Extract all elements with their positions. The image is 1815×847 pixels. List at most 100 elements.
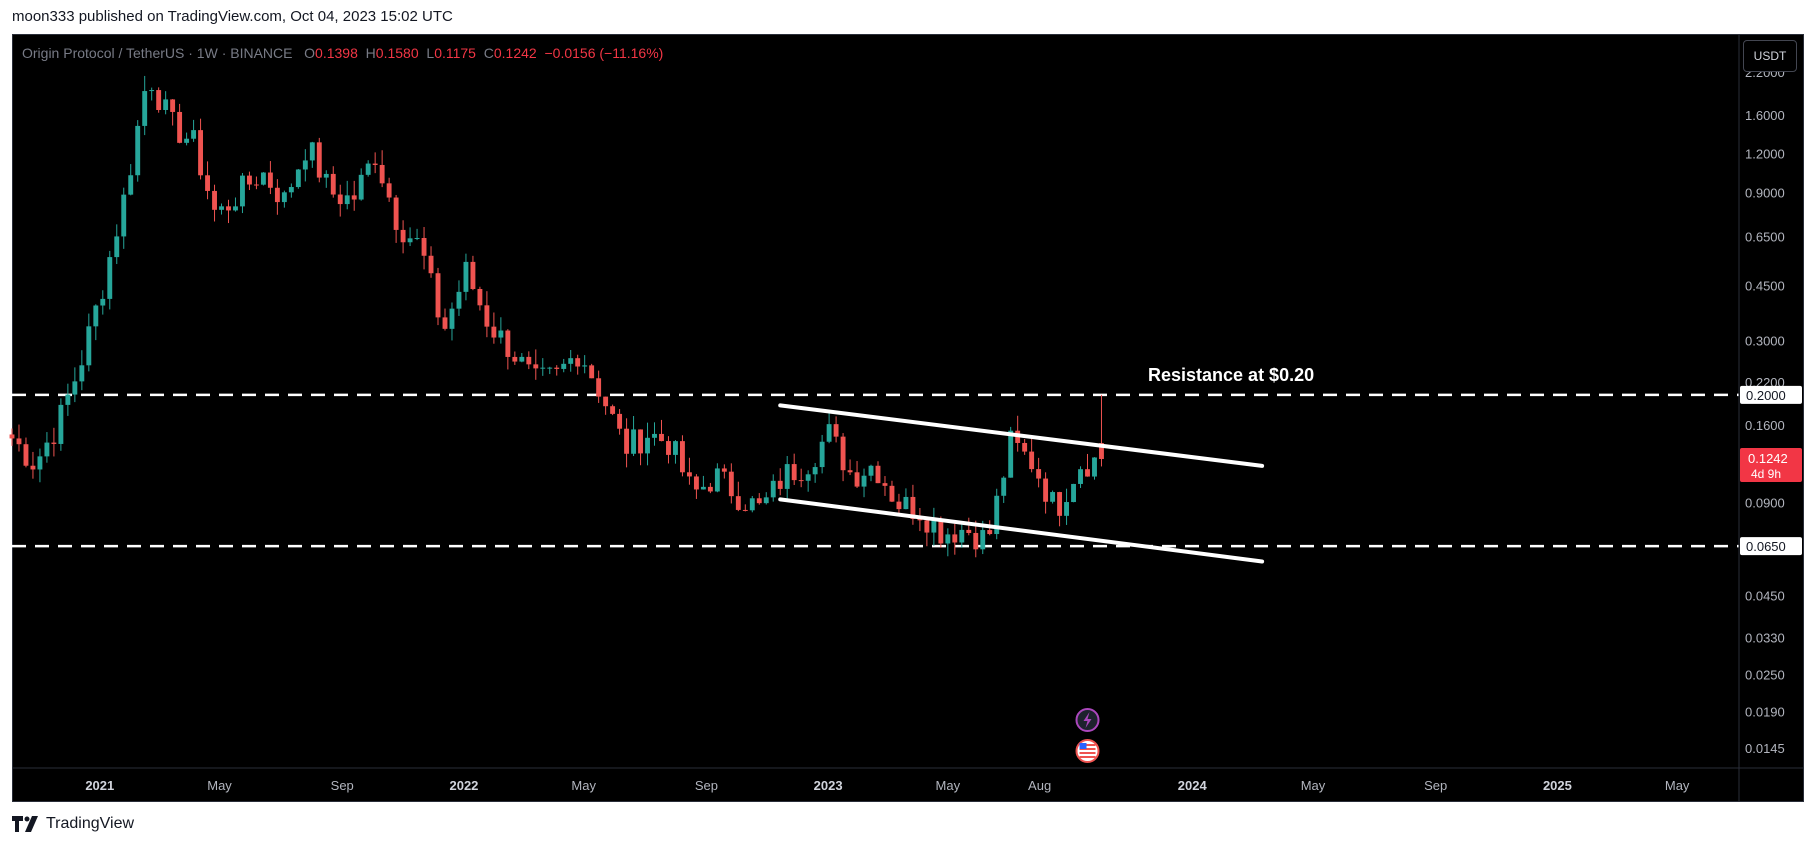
time-tick-label: May xyxy=(207,778,232,793)
candle-body xyxy=(1099,443,1104,459)
support-price-label: 0.0650 xyxy=(1746,539,1786,554)
candle-body xyxy=(135,125,141,176)
time-tick-label: 2025 xyxy=(1543,778,1572,793)
candle-body xyxy=(302,160,308,170)
candle-body xyxy=(868,465,874,476)
candle-body xyxy=(561,363,567,369)
candle-body xyxy=(386,183,392,198)
lightning-bolt-shape xyxy=(1083,712,1092,728)
us-flag-event-icon xyxy=(1075,739,1100,763)
candle-body xyxy=(421,238,427,256)
candle-body xyxy=(128,175,134,195)
candle-body xyxy=(833,424,839,437)
candle-body xyxy=(477,289,483,306)
flag-canton xyxy=(1079,743,1087,749)
change-value: −0.0156 (−11.16%) xyxy=(544,45,664,61)
candle-body xyxy=(568,358,574,364)
candle-body xyxy=(645,437,650,454)
flag-stripe xyxy=(1079,744,1096,746)
candle-body xyxy=(65,394,71,405)
time-tick-label: Aug xyxy=(1028,778,1051,793)
candle-body xyxy=(1092,457,1097,477)
candle-body xyxy=(44,442,50,457)
open-key: O xyxy=(304,45,316,61)
candle-body xyxy=(721,468,727,472)
candle-body xyxy=(798,480,804,482)
low-key: L xyxy=(426,45,435,61)
candle-body xyxy=(540,367,546,369)
candle-body xyxy=(554,367,560,369)
price-tick-label: 0.4500 xyxy=(1745,279,1785,294)
candle-body xyxy=(505,330,511,357)
candle-body xyxy=(1057,492,1063,516)
support-price-label-box xyxy=(1740,537,1802,556)
candle-body xyxy=(295,169,301,188)
candle-body xyxy=(330,173,336,195)
candle-body xyxy=(987,530,993,535)
annotations: Resistance at $0.20 xyxy=(1148,365,1314,385)
price-tick-label: 0.0145 xyxy=(1745,741,1785,756)
candle-body xyxy=(253,184,259,186)
candle-body xyxy=(100,298,106,306)
candle-body xyxy=(763,497,769,504)
time-tick-label: Sep xyxy=(331,778,354,793)
candle-body xyxy=(414,238,420,240)
high-key: H xyxy=(365,45,376,61)
chart-area[interactable] xyxy=(12,34,1804,802)
candle-body xyxy=(770,480,776,498)
candle-body xyxy=(805,474,811,481)
time-tick-label: 2022 xyxy=(449,778,478,793)
candle-body xyxy=(149,90,155,92)
time-tick-label: May xyxy=(571,778,596,793)
candle-body xyxy=(889,485,895,502)
candle-body xyxy=(260,172,266,185)
currency-button[interactable]: USDT xyxy=(1743,40,1797,72)
candle-body xyxy=(700,486,706,490)
candle-body xyxy=(861,475,867,487)
candle-body xyxy=(191,130,197,139)
flag-stripe xyxy=(1079,752,1096,754)
candle-body xyxy=(896,501,902,510)
candle-body xyxy=(309,142,315,161)
candle-body xyxy=(170,99,176,112)
candle-body xyxy=(980,530,986,550)
channel-upper-line xyxy=(778,403,1265,468)
candle-body xyxy=(267,172,273,188)
candle-body xyxy=(274,187,280,203)
price-tick-label: 0.0250 xyxy=(1745,668,1785,683)
candle-body xyxy=(337,194,343,205)
symbol-label[interactable]: Origin Protocol / TetherUS · 1W · BINANC… xyxy=(22,45,293,61)
footer-brand[interactable]: TradingView xyxy=(12,815,134,833)
candle-body xyxy=(826,424,832,442)
candle-body xyxy=(952,534,958,543)
event-markers xyxy=(1075,708,1100,763)
candle-body xyxy=(470,261,476,290)
candle-body xyxy=(23,444,29,466)
high-value: 0.1580 xyxy=(375,45,419,61)
candle-body xyxy=(847,470,853,473)
candle-body xyxy=(666,441,671,455)
published-by-text: moon333 published on TradingView.com, Oc… xyxy=(12,8,453,25)
time-tick-label: Sep xyxy=(695,778,718,793)
candle-body xyxy=(1064,502,1070,516)
candle-body xyxy=(205,175,210,191)
candle-body xyxy=(358,174,364,200)
candle-body xyxy=(365,163,371,175)
time-axis: 2021 May Sep 2022 May Sep 2023 May Aug 2024 May Sep… xyxy=(12,767,1804,793)
candle-body xyxy=(58,404,64,444)
candle-body xyxy=(407,238,413,243)
candle-body xyxy=(351,195,357,200)
price-tick-label: 0.3000 xyxy=(1745,333,1785,348)
candle-body xyxy=(72,381,78,395)
candle-body xyxy=(288,187,294,193)
candle-body xyxy=(219,206,224,210)
price-tick-label: 0.0330 xyxy=(1745,630,1785,645)
candle-body xyxy=(16,438,22,445)
candle-body xyxy=(526,356,532,365)
candle-body xyxy=(428,255,434,274)
candle-body xyxy=(1050,492,1056,502)
descending-channel xyxy=(778,403,1265,564)
candle-body xyxy=(603,396,609,407)
candle-body xyxy=(917,518,923,521)
candle-body xyxy=(973,532,979,550)
